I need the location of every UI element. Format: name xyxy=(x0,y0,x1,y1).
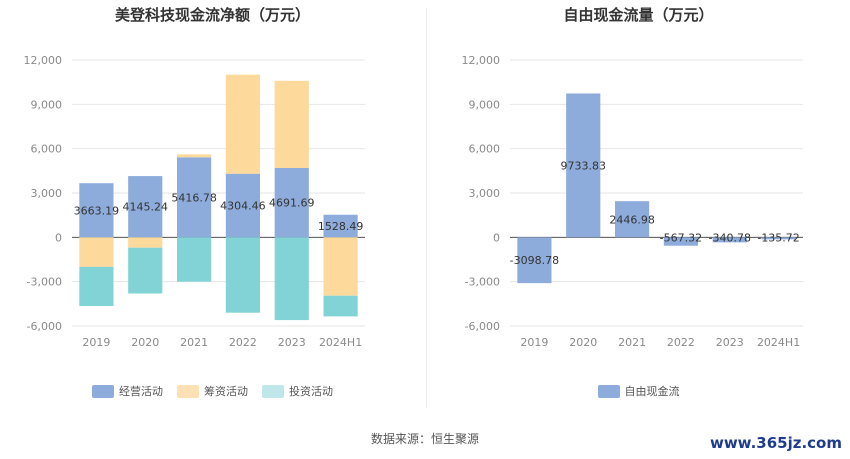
x-tick-label: 2021 xyxy=(618,336,646,349)
legend-label: 自由现金流 xyxy=(624,385,680,398)
data-label: -3098.78 xyxy=(510,254,559,267)
legend-label: 经营活动 xyxy=(119,385,163,398)
bar xyxy=(566,93,601,238)
cash-flow-chart-panel: 美登科技现金流净额（万元） 12,000 9,000 6,000 3,000 0 -3,0… xyxy=(0,0,425,410)
y-tick-label: 6,000 xyxy=(31,143,63,156)
panel-divider xyxy=(426,8,427,408)
y-tick-label: 3,000 xyxy=(31,187,63,200)
legend-item[interactable]: 投资活动 xyxy=(262,383,333,399)
bar xyxy=(614,201,650,238)
data-label: 4691.69 xyxy=(269,197,315,210)
x-tick-label: 2022 xyxy=(667,336,695,349)
x-tick-label: 2019 xyxy=(82,336,110,349)
y-tick-label: 9,000 xyxy=(469,98,501,111)
data-label: 2446.98 xyxy=(609,213,655,226)
left-chart-title: 美登科技现金流净额（万元） xyxy=(114,6,310,24)
legend-item[interactable]: 经营活动 xyxy=(92,383,163,399)
bar xyxy=(128,237,163,248)
x-tick-label: 2023 xyxy=(278,336,306,349)
data-label: 9733.83 xyxy=(561,159,607,172)
x-tick-label: 2024H1 xyxy=(757,336,800,349)
legend-swatch xyxy=(597,384,620,398)
y-tick-label: 0 xyxy=(493,231,500,244)
bar xyxy=(79,183,114,238)
bar xyxy=(323,295,358,317)
bar xyxy=(323,237,358,296)
bar xyxy=(79,266,114,307)
cash-flow-chart: 12,000 9,000 6,000 3,000 0 -3,000 -6,000 2019 20… xyxy=(24,54,365,349)
y-tick-label: 9,000 xyxy=(31,98,63,111)
bar xyxy=(274,168,309,238)
x-tick-label: 2019 xyxy=(520,336,548,349)
bar xyxy=(517,237,552,284)
y-tick-label: 12,000 xyxy=(24,54,63,67)
data-label: 4304.46 xyxy=(220,200,266,213)
bar xyxy=(128,176,163,238)
x-tick-label: 2024H1 xyxy=(319,336,362,349)
bar xyxy=(274,237,309,321)
data-label: -340.78 xyxy=(709,231,751,244)
bar xyxy=(176,157,212,238)
x-tick-label: 2022 xyxy=(229,336,257,349)
x-tick-label: 2023 xyxy=(716,336,744,349)
data-label: -567.32 xyxy=(660,231,702,244)
bar xyxy=(274,80,309,169)
bar xyxy=(712,237,747,243)
free-cash-flow-chart-panel: 自由现金流量（万元） 12,000 9,000 6,000 3,000 0 -3,000-… xyxy=(427,0,850,410)
right-legend: 自由现金流 xyxy=(427,383,850,399)
x-tick-label: 2020 xyxy=(131,336,159,349)
data-label: 1528.49 xyxy=(318,220,364,233)
bar xyxy=(663,237,699,246)
y-tick-label: -6,000 xyxy=(27,320,62,333)
legend-label: 投资活动 xyxy=(289,385,333,398)
free-cash-flow-chart: 12,000 9,000 6,000 3,000 0 -3,000 -6,000 2019 20… xyxy=(462,54,803,349)
bar xyxy=(323,214,358,238)
right-chart-title: 自由现金流量（万元） xyxy=(563,6,714,24)
data-label: 4145.24 xyxy=(123,201,169,214)
legend-item[interactable]: 筹资活动 xyxy=(177,383,248,399)
bar xyxy=(225,237,261,313)
y-tick-label: -3,000 xyxy=(465,276,500,289)
y-tick-label: 0 xyxy=(55,231,62,244)
legend-swatch xyxy=(177,384,199,398)
data-label: 3663.19 xyxy=(74,204,120,217)
legend-item[interactable]: 自由现金流 xyxy=(597,383,680,399)
legend-swatch xyxy=(262,384,284,398)
legend-label: 筹资活动 xyxy=(204,385,248,398)
y-tick-label: 3,000 xyxy=(469,187,501,200)
data-source: 数据来源：恒生聚源 xyxy=(370,432,479,446)
bar xyxy=(225,173,261,238)
x-tick-label: 2021 xyxy=(180,336,208,349)
data-label: -135.72 xyxy=(757,231,799,244)
bar xyxy=(176,237,212,282)
bar xyxy=(225,74,261,174)
x-tick-label: 2020 xyxy=(569,336,597,349)
y-tick-label: -3,000 xyxy=(27,276,62,289)
legend-swatch xyxy=(92,384,114,398)
y-tick-label: 6,000 xyxy=(469,143,501,156)
bar xyxy=(761,237,796,240)
watermark: www.365jz.com xyxy=(709,434,842,452)
bar xyxy=(176,154,212,158)
y-tick-label: 12,000 xyxy=(462,54,501,67)
bar xyxy=(128,247,163,294)
bar xyxy=(79,237,114,267)
data-label: 5416.78 xyxy=(171,191,217,204)
y-tick-label: -6,000 xyxy=(465,320,500,333)
left-legend: 经营活动 筹资活动 投资活动 xyxy=(0,383,425,399)
